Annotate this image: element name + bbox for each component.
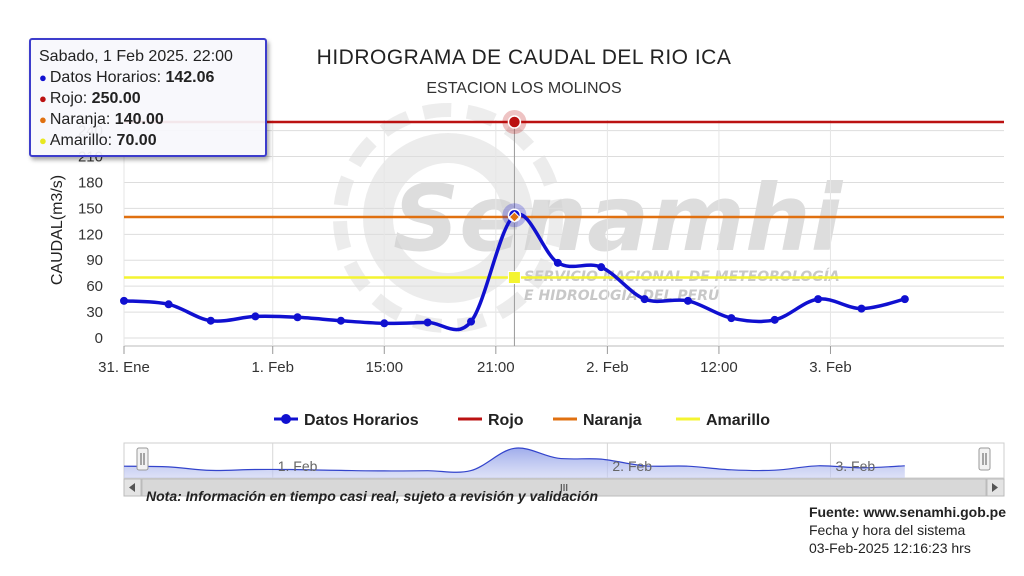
data-point[interactable] <box>857 304 866 313</box>
y-tick-label: 90 <box>86 252 103 269</box>
crosshair <box>502 110 527 346</box>
data-point[interactable] <box>120 296 128 305</box>
bullet-icon: ● <box>39 70 47 85</box>
tooltip-row-datos-horarios: ● Datos Horarios: 142.06 <box>39 69 215 86</box>
chart-title: HIDROGRAMA DE CAUDAL DEL RIO ICA <box>317 46 732 69</box>
data-point[interactable] <box>727 314 736 323</box>
bullet-icon: ● <box>39 133 47 148</box>
footer-source[interactable]: Fuente: www.senamhi.gob.pe <box>808 504 1006 520</box>
data-point[interactable] <box>597 263 606 272</box>
navigator-line <box>123 447 905 473</box>
tooltip: Sabado, 1 Feb 2025. 22:00 ● Datos Horario… <box>29 38 267 157</box>
data-point[interactable] <box>423 318 432 327</box>
legend-label: Datos Horarios <box>304 412 419 429</box>
scroll-right-arrow-icon[interactable] <box>986 478 1005 497</box>
x-tick-label: 1. Feb <box>251 359 294 376</box>
threshold-lines <box>124 120 1004 279</box>
x-tick-label: 2. Feb <box>586 359 629 376</box>
data-point[interactable] <box>293 313 302 322</box>
x-tick-label: 21:00 <box>477 359 515 376</box>
y-tick-label: 60 <box>86 278 103 295</box>
x-tick-label: 3. Feb <box>809 359 852 376</box>
data-point[interactable] <box>640 295 649 304</box>
footer-note: Nota: Información en tiempo casi real, s… <box>146 488 599 504</box>
hover-marker-naranja[interactable] <box>508 211 521 223</box>
data-point[interactable] <box>770 315 779 324</box>
footer-source-block: Fuente: www.senamhi.gob.pe Fecha y hora … <box>809 503 1006 557</box>
y-tick-label: 30 <box>86 304 103 321</box>
navigator-label: 1. Feb <box>278 458 318 474</box>
legend-marker <box>281 414 291 424</box>
data-point[interactable] <box>380 319 389 328</box>
navigator-handle-right[interactable] <box>978 447 991 471</box>
data-point[interactable] <box>336 316 345 325</box>
y-tick-label: 0 <box>95 330 103 347</box>
tooltip-row-amarillo: ● Amarillo: 70.00 <box>39 132 157 149</box>
scrollbar-grip-icon: III <box>560 483 568 494</box>
tooltip-row-naranja: ● Naranja: 140.00 <box>39 111 164 128</box>
data-point[interactable] <box>251 312 260 321</box>
scrollbar-thumb[interactable] <box>141 478 987 497</box>
y-tick-label: 180 <box>78 174 103 191</box>
x-axis-ticks: 31. Ene 1. Feb 15:00 21:00 2. Feb 12:00 3. Feb <box>98 346 852 376</box>
legend-item-naranja[interactable]: Naranja <box>553 412 642 429</box>
legend-label: Naranja <box>583 412 642 429</box>
tooltip-row-rojo: ● Rojo: 250.00 <box>39 90 141 107</box>
bullet-icon: ● <box>39 112 47 127</box>
legend-item-rojo[interactable]: Rojo <box>458 412 524 429</box>
watermark-brand: Senamhi <box>393 165 844 272</box>
data-point[interactable] <box>467 317 476 326</box>
navigator-handle-left[interactable] <box>136 447 149 471</box>
legend-item-datos-horarios[interactable]: Datos Horarios <box>274 412 419 429</box>
legend-item-amarillo[interactable]: Amarillo <box>676 412 770 429</box>
data-point[interactable] <box>553 258 562 267</box>
x-tick-label: 15:00 <box>366 359 404 376</box>
range-navigator[interactable]: 1. Feb 2. Feb 3. Feb III <box>123 442 1005 497</box>
legend-label: Amarillo <box>706 412 770 429</box>
footer-system-label: Fecha y hora del sistema <box>808 522 966 538</box>
data-point[interactable] <box>900 295 909 304</box>
hover-marker-amarillo[interactable] <box>507 271 521 285</box>
tooltip-header: Sabado, 1 Feb 2025. 22:00 <box>39 48 233 65</box>
grid-lines <box>123 120 1004 347</box>
legend-label: Rojo <box>488 412 524 429</box>
y-tick-label: 120 <box>78 226 103 243</box>
legend[interactable]: Datos Horarios Rojo Naranja Amarillo <box>274 412 770 429</box>
x-tick-label: 12:00 <box>700 359 738 376</box>
footer-system-time: 03-Feb-2025 12:16:23 hrs <box>808 540 971 556</box>
navigator-label: 3. Feb <box>835 458 875 474</box>
navigator-label: 2. Feb <box>612 458 652 474</box>
x-tick-label: 31. Ene <box>98 359 150 376</box>
hover-marker-rojo[interactable] <box>507 115 522 129</box>
data-point[interactable] <box>206 316 215 325</box>
navigator-scrollbar[interactable]: III <box>123 478 1005 497</box>
navigator-labels: 1. Feb 2. Feb 3. Feb <box>278 458 876 474</box>
scroll-left-arrow-icon[interactable] <box>123 478 142 497</box>
data-point[interactable] <box>814 295 823 304</box>
data-point[interactable] <box>683 296 692 305</box>
y-tick-label: 150 <box>78 200 103 217</box>
data-point[interactable] <box>164 300 173 309</box>
y-axis-label: CAUDAL(m3/s) <box>49 175 66 285</box>
chart-subtitle: ESTACION LOS MOLINOS <box>426 80 621 97</box>
bullet-icon: ● <box>39 91 47 106</box>
